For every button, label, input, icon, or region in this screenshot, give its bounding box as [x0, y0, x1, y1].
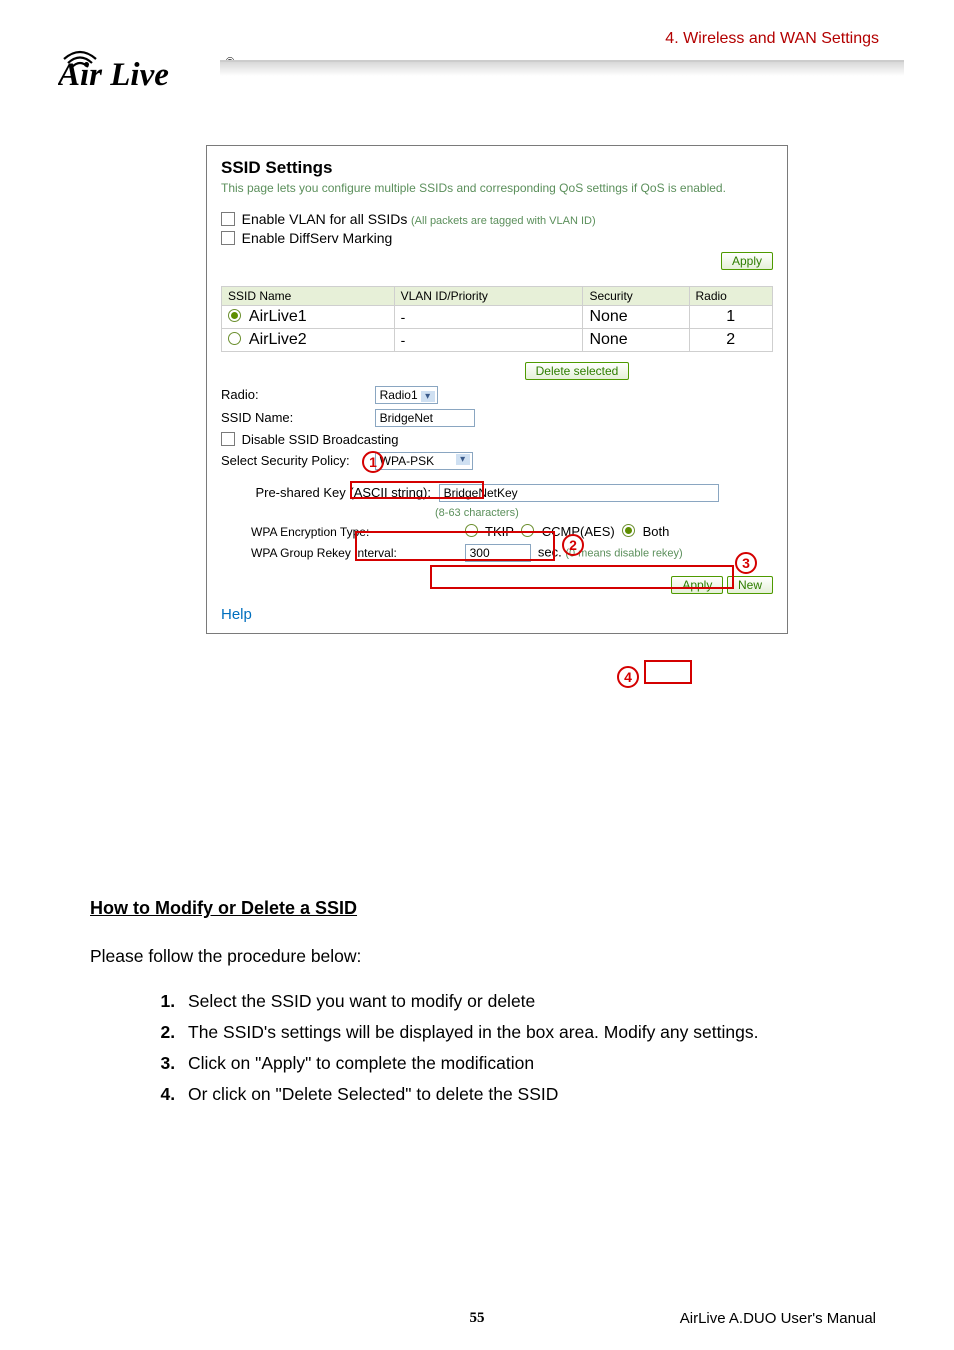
- ssid-name-input[interactable]: BridgeNet: [375, 409, 475, 427]
- col-security: Security: [583, 286, 689, 305]
- row-ssid: AirLive1: [249, 308, 307, 325]
- chevron-down-icon: ▾: [421, 391, 435, 402]
- row-vlan: -: [394, 305, 583, 328]
- callout-4-box: [644, 660, 692, 684]
- callout-3: 3: [735, 552, 757, 574]
- callout-4: 4: [617, 666, 639, 688]
- step-3: Click on "Apply" to complete the modific…: [180, 1050, 874, 1077]
- callout-1: 1: [362, 451, 384, 473]
- radio-select[interactable]: Radio1▾: [375, 386, 438, 404]
- table-row[interactable]: AirLive2 - None 2: [222, 328, 773, 351]
- logo: Air Live ®: [58, 35, 238, 96]
- callout-2-box: [355, 531, 555, 561]
- security-policy-select[interactable]: WPA-PSK ▾: [375, 452, 473, 470]
- row-select-radio[interactable]: [228, 309, 241, 322]
- callout-3-box: [430, 565, 734, 589]
- step-2: The SSID's settings will be displayed in…: [180, 1019, 874, 1046]
- ssid-table: SSID Name VLAN ID/Priority Security Radi…: [221, 286, 773, 352]
- radio-select-value: Radio1: [380, 388, 418, 402]
- help-link[interactable]: Help: [221, 606, 252, 623]
- panel-description: This page lets you configure multiple SS…: [221, 181, 773, 197]
- enable-diffserv-checkbox[interactable]: [221, 231, 235, 245]
- callout-2: 2: [562, 534, 584, 556]
- row-radio: 2: [689, 328, 773, 351]
- panel-title: SSID Settings: [221, 158, 773, 178]
- header-divider-shadow: [220, 62, 904, 76]
- security-policy-value: WPA-PSK: [380, 454, 434, 468]
- section-heading: How to Modify or Delete a SSID: [90, 895, 874, 923]
- enable-vlan-row: Enable VLAN for all SSIDs (All packets a…: [221, 211, 773, 227]
- section-title: 4. Wireless and WAN Settings: [665, 30, 879, 48]
- enc-both-label: Both: [643, 524, 670, 539]
- col-vlan: VLAN ID/Priority: [394, 286, 583, 305]
- row-security: None: [583, 305, 689, 328]
- enable-vlan-hint: (All packets are tagged with VLAN ID): [411, 215, 596, 227]
- row-ssid: AirLive2: [249, 331, 307, 348]
- table-row[interactable]: AirLive1 - None 1: [222, 305, 773, 328]
- enable-diffserv-row: Enable DiffServ Marking: [221, 230, 773, 246]
- disable-broadcast-checkbox[interactable]: [221, 432, 235, 446]
- delete-selected-button[interactable]: Delete selected: [525, 362, 630, 380]
- manual-title: AirLive A.DUO User's Manual: [680, 1310, 876, 1327]
- row-vlan: -: [394, 328, 583, 351]
- disable-broadcast-label: Disable SSID Broadcasting: [242, 432, 399, 447]
- row-select-radio[interactable]: [228, 332, 241, 345]
- chevron-down-icon: ▾: [456, 454, 470, 465]
- apply-top-button[interactable]: Apply: [721, 252, 773, 270]
- col-ssid-name: SSID Name: [222, 286, 395, 305]
- enable-vlan-checkbox[interactable]: [221, 212, 235, 226]
- page-number: 55: [470, 1310, 485, 1327]
- row-security: None: [583, 328, 689, 351]
- svg-text:Air Live: Air Live: [58, 57, 169, 91]
- ssid-name-label: SSID Name:: [221, 410, 371, 425]
- row-radio: 1: [689, 305, 773, 328]
- step-4: Or click on "Delete Selected" to delete …: [180, 1081, 874, 1108]
- psk-hint: (8-63 characters): [435, 507, 773, 519]
- intro-text: Please follow the procedure below:: [90, 943, 874, 970]
- col-radio: Radio: [689, 286, 773, 305]
- body-text: How to Modify or Delete a SSID Please fo…: [90, 895, 874, 1113]
- security-policy-label: Select Security Policy:: [221, 453, 371, 468]
- enable-vlan-label: Enable VLAN for all SSIDs: [242, 211, 408, 227]
- callout-1-box: [350, 481, 484, 499]
- enable-diffserv-label: Enable DiffServ Marking: [242, 230, 393, 246]
- radio-label: Radio:: [221, 387, 371, 402]
- step-1: Select the SSID you want to modify or de…: [180, 988, 874, 1015]
- enc-both-radio[interactable]: [622, 524, 635, 537]
- page-header: Air Live ® 4. Wireless and WAN Settings: [0, 0, 954, 110]
